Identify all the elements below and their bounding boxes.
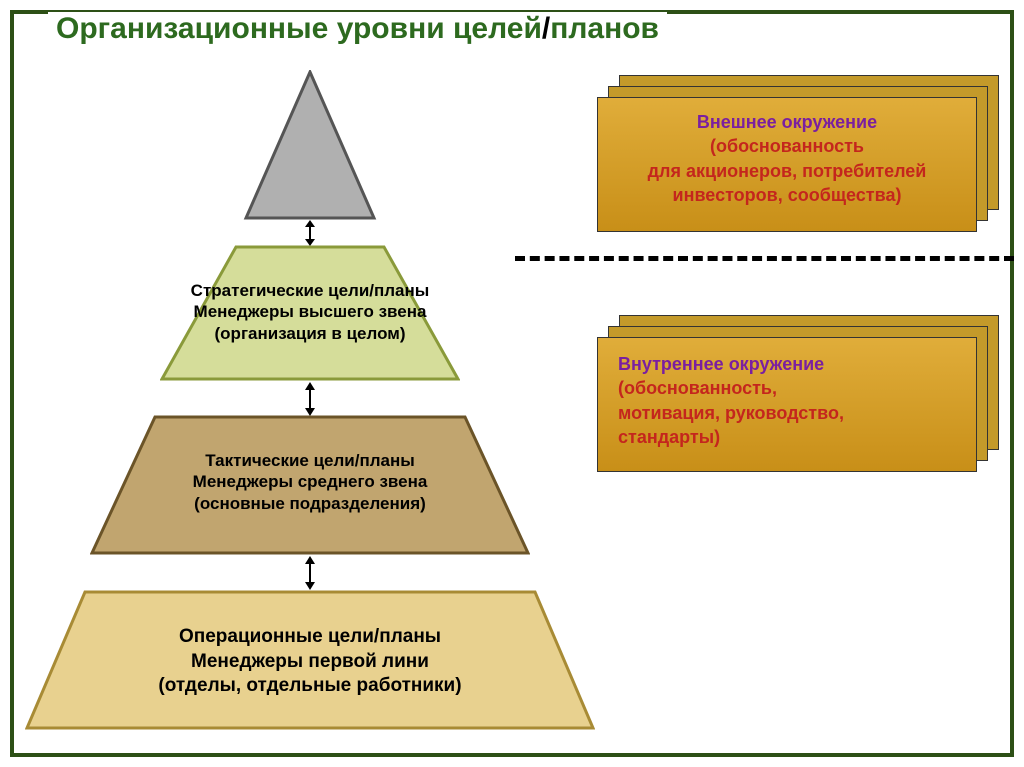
pyramid-level-2-label: Стратегические цели/планы Менеджеры высш… bbox=[150, 280, 470, 344]
pyramid-level-1-shape bbox=[242, 70, 378, 220]
level2-line2: Менеджеры высшего звена bbox=[194, 302, 427, 321]
arrow-3-icon bbox=[300, 556, 320, 590]
arrow-2-icon bbox=[300, 382, 320, 416]
level4-line3: (отделы, отдельные работники) bbox=[158, 675, 461, 696]
dashed-separator bbox=[515, 256, 1014, 261]
title-part1: Организационные уровни целей bbox=[56, 12, 542, 45]
card-int-body-l3: стандарты) bbox=[618, 427, 720, 447]
arrow-1-icon bbox=[300, 220, 320, 246]
level4-line2: Менеджеры первой лини bbox=[191, 651, 429, 672]
level3-line1: Тактические цели/планы bbox=[205, 451, 415, 470]
pyramid-level-1-label: Корпоративная стратегия компании bbox=[0, 92, 10, 156]
slide-title: Организационные уровни целей/планов bbox=[48, 12, 667, 46]
card-ext-body-l3: инвесторов, сообщества) bbox=[673, 185, 902, 205]
card-int-body-l1: (обоснованность, bbox=[618, 378, 777, 398]
level2-line3: (организация в целом) bbox=[215, 324, 406, 343]
card-int-body-l2: мотивация, руководство, bbox=[618, 403, 844, 423]
title-slash: / bbox=[542, 12, 550, 45]
level3-line3: (основные подразделения) bbox=[194, 494, 426, 513]
pyramid-container: Корпоративная стратегия компании Стратег… bbox=[40, 70, 580, 750]
title-part2: планов bbox=[550, 12, 659, 45]
card-internal-front: Внутреннее окружение (обоснованность, мо… bbox=[597, 337, 977, 472]
card-external-front: Внешнее окружение (обоснованность для ак… bbox=[597, 97, 977, 232]
card-external-body: (обоснованность для акционеров, потребит… bbox=[612, 134, 962, 207]
pyramid-level-3-label: Тактические цели/планы Менеджеры среднег… bbox=[130, 450, 490, 514]
card-internal-heading: Внутреннее окружение bbox=[618, 352, 956, 376]
pyramid-level-4-label: Операционные цели/планы Менеджеры первой… bbox=[100, 625, 520, 699]
card-ext-body-l2: для акционеров, потребителей bbox=[648, 161, 927, 181]
level4-line1: Операционные цели/планы bbox=[179, 626, 441, 647]
card-internal-body: (обоснованность, мотивация, руководство,… bbox=[618, 376, 956, 449]
card-external-heading: Внешнее окружение bbox=[612, 110, 962, 134]
level3-line2: Менеджеры среднего звена bbox=[193, 472, 428, 491]
level2-line1: Стратегические цели/планы bbox=[191, 281, 430, 300]
card-ext-body-l1: (обоснованность bbox=[710, 136, 864, 156]
